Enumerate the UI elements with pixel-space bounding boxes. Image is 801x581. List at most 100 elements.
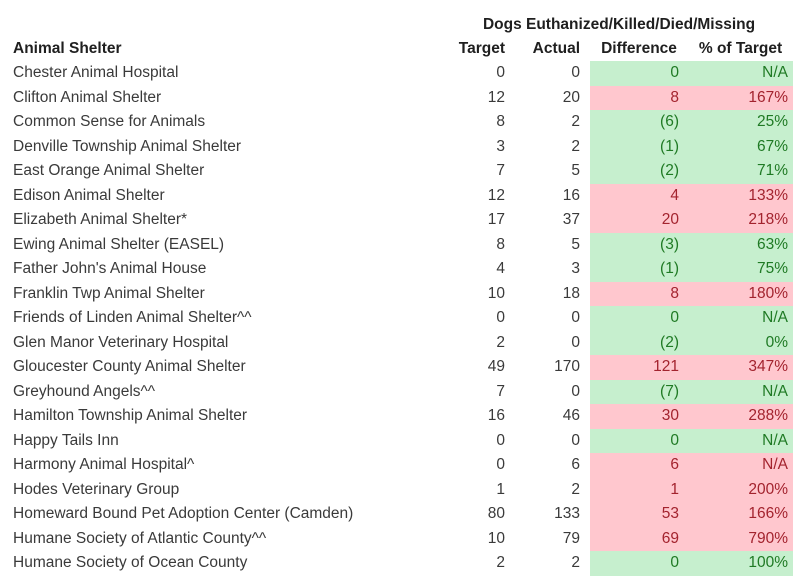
- actual-cell: 5: [571, 162, 580, 180]
- column-header-percent-of-target: % of Target: [698, 40, 783, 57]
- percent-of-target-cell: 67%: [688, 134, 794, 159]
- actual-cell: 2: [571, 480, 580, 498]
- actual-cell: 0: [571, 382, 580, 400]
- target-cell: 10: [487, 284, 505, 302]
- shelter-table: Dogs Euthanized/Killed/Died/Missing Anim…: [13, 13, 794, 576]
- shelter-name-cell: Chester Animal Hospital: [13, 64, 179, 82]
- percent-of-target-cell: 180%: [688, 281, 794, 306]
- percent-of-target-cell: 347%: [688, 355, 794, 380]
- table-row: Ewing Animal Shelter (EASEL) 8 5 (3) 63%: [13, 232, 794, 257]
- shelter-name-cell: Hodes Veterinary Group: [13, 480, 180, 498]
- actual-cell: 3: [571, 260, 580, 278]
- percent-of-target-cell: N/A: [688, 306, 794, 331]
- difference-cell: (1): [590, 257, 688, 282]
- table-row: Hodes Veterinary Group 1 2 1 200%: [13, 477, 794, 502]
- actual-cell: 0: [571, 431, 580, 449]
- percent-of-target-cell: N/A: [688, 379, 794, 404]
- target-cell: 0: [496, 456, 505, 474]
- target-cell: 49: [487, 358, 505, 376]
- percent-of-target-cell: 133%: [688, 183, 794, 208]
- difference-cell: 0: [590, 306, 688, 331]
- actual-cell: 16: [562, 186, 580, 204]
- shelter-name-cell: Gloucester County Animal Shelter: [13, 358, 246, 376]
- table-row: Elizabeth Animal Shelter* 17 37 20 218%: [13, 208, 794, 233]
- percent-of-target-cell: 75%: [688, 257, 794, 282]
- table-row: Gloucester County Animal Shelter 49 170 121…: [13, 355, 794, 380]
- table-row: Harmony Animal Hospital^ 0 6 6 N/A: [13, 453, 794, 478]
- shelter-name-cell: Clifton Animal Shelter: [13, 88, 162, 106]
- difference-cell: 20: [590, 208, 688, 233]
- actual-cell: 2: [571, 137, 580, 155]
- percent-of-target-cell: 166%: [688, 502, 794, 527]
- target-cell: 10: [487, 529, 505, 547]
- difference-cell: 53: [590, 502, 688, 527]
- percent-of-target-cell: 71%: [688, 159, 794, 184]
- shelter-name-cell: Happy Tails Inn: [13, 431, 119, 449]
- target-cell: 8: [496, 113, 505, 131]
- table-row: Common Sense for Animals 8 2 (6) 25%: [13, 110, 794, 135]
- target-cell: 12: [487, 186, 505, 204]
- percent-of-target-cell: 167%: [688, 85, 794, 110]
- percent-of-target-cell: 100%: [688, 551, 794, 576]
- percent-of-target-cell: 25%: [688, 110, 794, 135]
- target-cell: 17: [487, 211, 505, 229]
- actual-cell: 5: [571, 235, 580, 253]
- target-cell: 0: [496, 431, 505, 449]
- target-cell: 0: [496, 309, 505, 327]
- column-header-row: Animal Shelter Target Actual Difference …: [13, 37, 793, 61]
- table-row: Franklin Twp Animal Shelter 10 18 8 180%: [13, 281, 794, 306]
- shelter-name-cell: Friends of Linden Animal Shelter^^: [13, 309, 252, 327]
- actual-cell: 20: [562, 88, 580, 106]
- difference-cell: 69: [590, 526, 688, 551]
- actual-cell: 18: [562, 284, 580, 302]
- shelter-name-cell: Ewing Animal Shelter (EASEL): [13, 235, 225, 253]
- shelter-name-cell: Hamilton Township Animal Shelter: [13, 407, 248, 425]
- actual-cell: 0: [571, 64, 580, 82]
- target-cell: 2: [496, 554, 505, 572]
- target-cell: 2: [496, 333, 505, 351]
- target-cell: 80: [487, 505, 505, 523]
- table-row: Hamilton Township Animal Shelter 16 46 30 28…: [13, 404, 794, 429]
- target-cell: 8: [496, 235, 505, 253]
- actual-cell: 133: [554, 505, 580, 523]
- difference-cell: 30: [590, 404, 688, 429]
- difference-cell: 8: [590, 281, 688, 306]
- group-header-spacer: [13, 13, 445, 37]
- percent-of-target-cell: 790%: [688, 526, 794, 551]
- target-cell: 7: [496, 382, 505, 400]
- table-row: Homeward Bound Pet Adoption Center (Camd…: [13, 502, 794, 527]
- percent-of-target-cell: 63%: [688, 232, 794, 257]
- actual-cell: 0: [571, 333, 580, 351]
- actual-cell: 170: [554, 358, 580, 376]
- percent-of-target-cell: N/A: [688, 61, 794, 86]
- actual-cell: 37: [562, 211, 580, 229]
- column-header-actual: Actual: [532, 40, 580, 57]
- table-row: Edison Animal Shelter 12 16 4 133%: [13, 183, 794, 208]
- difference-cell: 0: [590, 551, 688, 576]
- target-cell: 7: [496, 162, 505, 180]
- column-header-difference: Difference: [601, 40, 677, 57]
- shelter-name-cell: Edison Animal Shelter: [13, 186, 165, 204]
- table-row: Humane Society of Ocean County 2 2 0 100%: [13, 551, 794, 576]
- difference-cell: 0: [590, 428, 688, 453]
- table-row: Father John's Animal House 4 3 (1) 75%: [13, 257, 794, 282]
- actual-cell: 6: [571, 456, 580, 474]
- table-row: Clifton Animal Shelter 12 20 8 167%: [13, 85, 794, 110]
- shelter-name-cell: Elizabeth Animal Shelter*: [13, 211, 188, 229]
- table-row: Denville Township Animal Shelter 3 2 (1) 67%: [13, 134, 794, 159]
- target-cell: 3: [496, 137, 505, 155]
- target-cell: 0: [496, 64, 505, 82]
- difference-cell: 121: [590, 355, 688, 380]
- group-header: Dogs Euthanized/Killed/Died/Missing: [482, 16, 756, 33]
- shelter-name-cell: Greyhound Angels^^: [13, 382, 156, 400]
- table-row: Happy Tails Inn 0 0 0 N/A: [13, 428, 794, 453]
- shelter-name-cell: Common Sense for Animals: [13, 113, 206, 131]
- actual-cell: 2: [571, 554, 580, 572]
- actual-cell: 79: [562, 529, 580, 547]
- table-row: Chester Animal Hospital 0 0 0 N/A: [13, 61, 794, 86]
- actual-cell: 2: [571, 113, 580, 131]
- difference-cell: (2): [590, 330, 688, 355]
- shelter-name-cell: East Orange Animal Shelter: [13, 162, 205, 180]
- table-row: Greyhound Angels^^ 7 0 (7) N/A: [13, 379, 794, 404]
